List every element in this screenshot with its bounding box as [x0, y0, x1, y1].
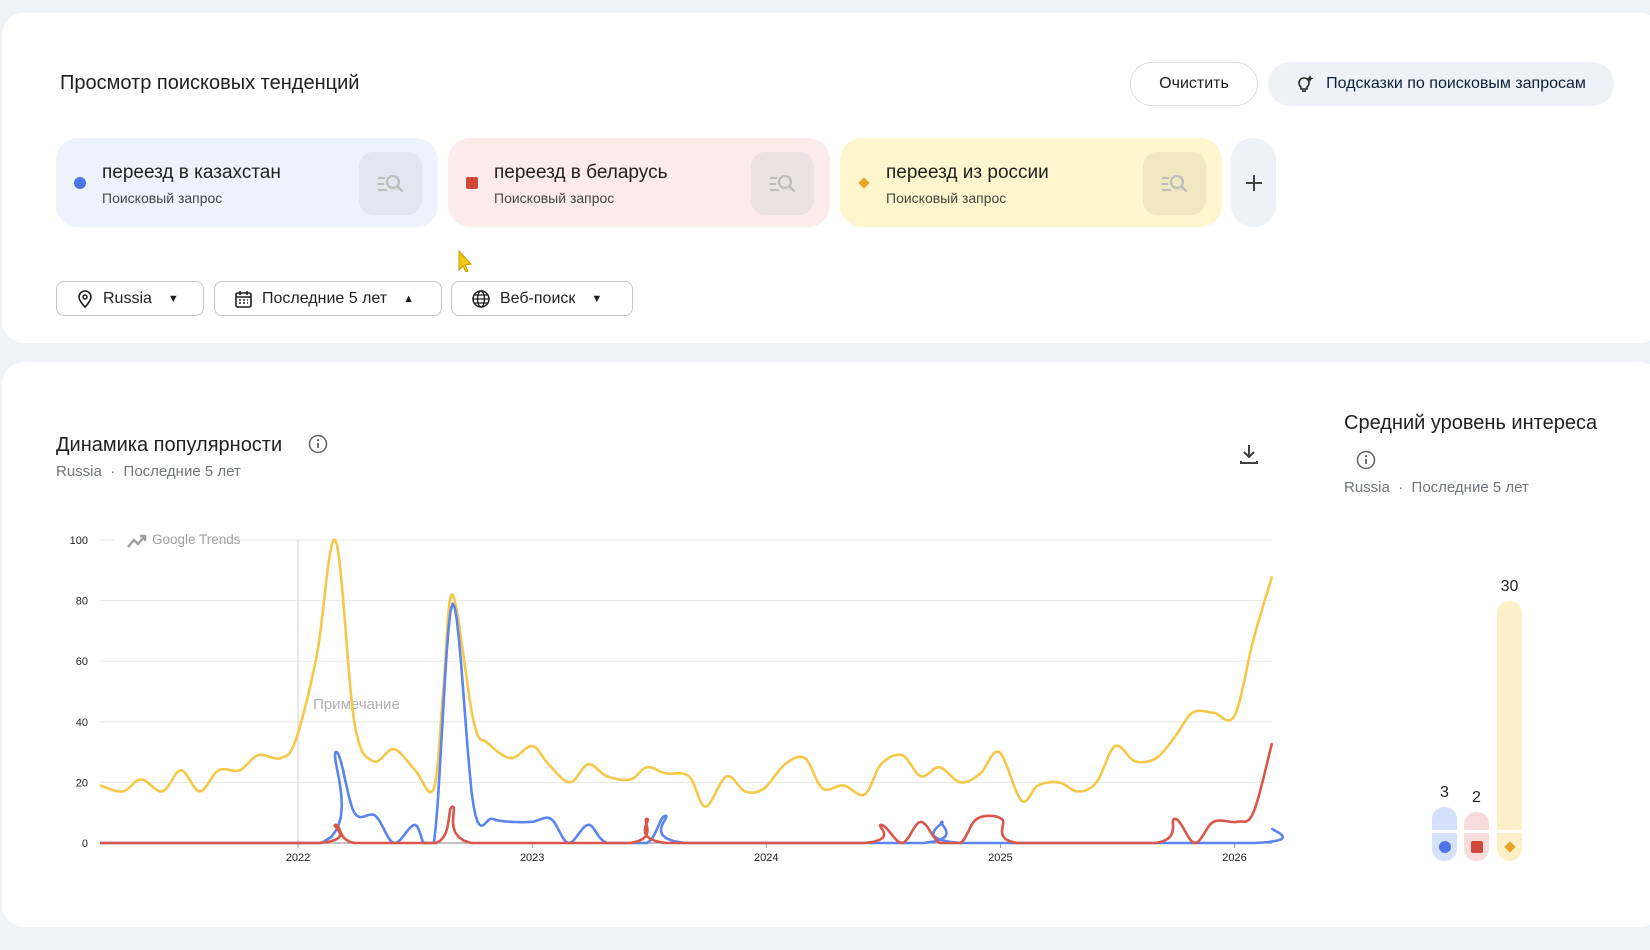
search-property-value: Веб-поиск [500, 289, 576, 307]
y-tick-label: 80 [76, 596, 88, 608]
search-term-chip[interactable]: переезд в казахстан Поисковый запрос [56, 138, 438, 227]
average-bar [1464, 812, 1489, 830]
y-tick-label: 100 [70, 535, 88, 547]
info-icon[interactable] [1356, 450, 1376, 470]
trend-title: Динамика популярности [56, 434, 283, 456]
x-tick-label: 2026 [1222, 852, 1246, 864]
trend-logo-icon [127, 534, 147, 548]
average-bar [1432, 807, 1457, 830]
average-subtitle: Russia · Последние 5 лет [1344, 479, 1529, 496]
period-filter[interactable]: Последние 5 лет ▲ [214, 281, 442, 316]
watermark-bg [115, 528, 240, 548]
search-term-chip[interactable]: переезд из россии Поисковый запрос [840, 138, 1222, 227]
square-marker-icon [1470, 841, 1483, 853]
results-panel [2, 362, 1650, 927]
lightbulb-sparkle-icon [1298, 75, 1314, 92]
square-marker-icon [466, 177, 478, 189]
calendar-icon [235, 290, 252, 308]
search-list-icon [377, 174, 403, 192]
circle-marker-icon [74, 177, 86, 189]
average-bar-legend [1464, 833, 1489, 861]
chevron-down-icon: ▼ [591, 292, 603, 305]
note-label: Примечание [313, 696, 400, 713]
x-tick-label: 2024 [754, 852, 778, 864]
average-title: Средний уровень интереса [1344, 412, 1598, 434]
x-tick-label: 2022 [286, 852, 310, 864]
chevron-down-icon: ▼ [167, 292, 179, 305]
average-region: Russia [1344, 479, 1390, 496]
series-marker [73, 176, 86, 189]
y-tick-label: 60 [76, 656, 88, 668]
watermark: Google Trends [152, 532, 241, 547]
term-type: Поисковый запрос [886, 190, 1007, 206]
series-marker [857, 176, 870, 189]
x-tick-label: 2025 [988, 852, 1012, 864]
average-bar [1497, 601, 1522, 830]
period-value: Последние 5 лет [262, 289, 388, 307]
trend-subtitle: Russia · Последние 5 лет [56, 463, 241, 480]
series-line [99, 538, 1274, 808]
y-tick-label: 0 [82, 838, 88, 850]
term-label[interactable]: переезд из россии [886, 162, 1049, 183]
globe-icon [472, 289, 490, 308]
search-suggestions-button[interactable]: Подсказки по поисковым запросам [1268, 62, 1614, 106]
search-property-filter[interactable]: Веб-поиск ▼ [451, 281, 633, 316]
average-bar-legend [1497, 833, 1522, 861]
term-search-button[interactable] [751, 152, 814, 215]
location-pin-icon [78, 289, 92, 308]
clear-label: Очистить [1159, 75, 1229, 92]
term-label[interactable]: переезд в беларусь [494, 162, 668, 183]
clear-button[interactable]: Очистить [1130, 62, 1258, 106]
region-value: Russia [103, 289, 152, 307]
trend-region: Russia [56, 463, 102, 480]
series-line [100, 742, 1274, 845]
mouse-cursor-icon [458, 250, 472, 272]
add-term-button[interactable] [1231, 138, 1276, 227]
y-tick-label: 40 [76, 717, 88, 729]
info-icon[interactable] [308, 434, 328, 454]
x-tick-label: 2023 [520, 852, 544, 864]
series-marker [465, 176, 478, 189]
diamond-marker-icon [858, 177, 870, 189]
average-value-label: 3 [1440, 784, 1449, 802]
trend-chart: 0 20 40 60 80 100 Google Trends 2022 2023 2024 202… [70, 528, 1285, 864]
term-search-button[interactable] [359, 152, 422, 215]
search-list-icon [1161, 174, 1187, 192]
circle-marker-icon [1438, 841, 1451, 853]
y-tick-label: 20 [76, 777, 88, 789]
trend-period: Последние 5 лет [123, 463, 241, 480]
plus-icon [1245, 174, 1262, 191]
series-line [100, 602, 1285, 845]
search-list-icon [769, 174, 795, 192]
diamond-marker-icon [1503, 841, 1516, 853]
term-search-button[interactable] [1143, 152, 1206, 215]
term-type: Поисковый запрос [102, 190, 223, 206]
average-value-label: 30 [1500, 578, 1519, 595]
term-type: Поисковый запрос [494, 190, 615, 206]
average-bar-legend [1432, 833, 1457, 861]
search-term-chip[interactable]: переезд в беларусь Поисковый запрос [448, 138, 830, 227]
average-value-label: 2 [1472, 789, 1481, 806]
page-title: Просмотр поисковых тенденций [60, 72, 360, 94]
term-label[interactable]: переезд в казахстан [102, 162, 281, 183]
search-suggestions-label: Подсказки по поисковым запросам [1326, 75, 1586, 92]
region-filter[interactable]: Russia ▼ [56, 281, 204, 316]
download-icon[interactable] [1239, 443, 1259, 465]
average-period: Последние 5 лет [1411, 479, 1529, 496]
chevron-up-icon: ▲ [403, 292, 414, 305]
